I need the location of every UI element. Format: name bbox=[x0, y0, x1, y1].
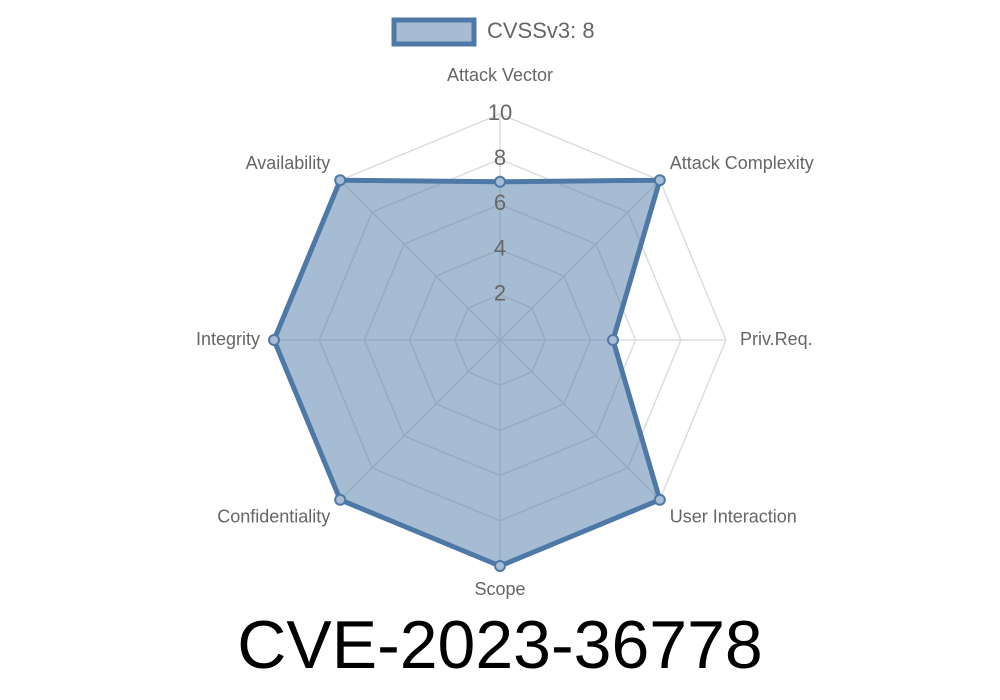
axis-label: Integrity bbox=[196, 329, 260, 349]
chart-title: CVE-2023-36778 bbox=[237, 607, 762, 683]
axis-label: Scope bbox=[474, 579, 525, 599]
radar-point bbox=[334, 493, 347, 506]
radar-point bbox=[653, 174, 666, 187]
axis-label: User Interaction bbox=[670, 506, 797, 526]
axis-label: Availability bbox=[246, 153, 331, 173]
axis-label: Attack Vector bbox=[447, 65, 553, 85]
legend-swatch bbox=[391, 17, 477, 47]
axis-label: Confidentiality bbox=[217, 506, 330, 526]
radar-point bbox=[494, 175, 506, 188]
r-tick-label: 4 bbox=[494, 235, 506, 260]
radar-point bbox=[334, 174, 347, 187]
radar-area bbox=[271, 177, 663, 569]
r-tick-label: 6 bbox=[494, 190, 506, 215]
radar-point bbox=[268, 334, 280, 346]
axis-label: Priv.Req. bbox=[740, 329, 813, 349]
radar-point bbox=[607, 334, 619, 346]
radar-point bbox=[494, 560, 506, 572]
r-tick-label: 2 bbox=[494, 281, 506, 306]
legend-label: CVSSv3: 8 bbox=[487, 18, 595, 43]
axis-label: Attack Complexity bbox=[670, 153, 814, 173]
r-tick-label: 8 bbox=[494, 145, 506, 170]
r-tick-label: 10 bbox=[488, 100, 512, 125]
radar-point bbox=[653, 493, 666, 506]
